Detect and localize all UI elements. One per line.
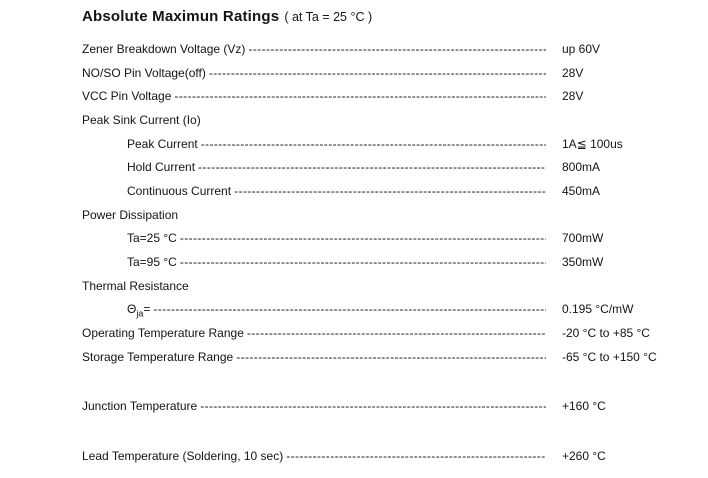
rating-label: VCC Pin Voltage <box>82 89 172 104</box>
page-title-condition: ( at Ta = 25 °C ) <box>284 10 373 24</box>
dash-leader: ----------------------------------------… <box>179 255 546 270</box>
rating-label: Power Dissipation <box>82 207 179 222</box>
rating-row: VCC Pin Voltage -------------------------… <box>82 84 662 108</box>
rating-label: Hold Current <box>127 160 196 175</box>
rating-value: 28V <box>562 89 584 104</box>
dash-leader: ----------------------------------------… <box>286 449 546 464</box>
dash-leader: ----------------------------------------… <box>153 302 546 317</box>
rating-value: 1A≦ 100us <box>562 136 623 151</box>
rating-row: Ta=95 °C --------------------------------… <box>82 250 662 274</box>
rating-value: 350mW <box>562 255 604 270</box>
page-title: Absolute Maximun Ratings <box>82 8 280 25</box>
rating-label: Thermal Resistance <box>82 278 189 293</box>
dash-leader: ----------------------------------------… <box>234 183 546 198</box>
rating-value: 800mA <box>562 160 601 175</box>
section-heading: Absolute Maximun Ratings ( at Ta = 25 °C… <box>82 8 662 34</box>
rating-label: Storage Temperature Range <box>82 349 234 364</box>
rating-label: NO/SO Pin Voltage(off) <box>82 65 206 80</box>
rating-value: -20 °C to +85 °C <box>562 326 650 341</box>
ratings-list: Zener Breakdown Voltage (Vz) ------------… <box>82 37 662 468</box>
rating-value: up 60V <box>562 41 601 56</box>
dash-leader: ----------------------------------------… <box>248 41 546 56</box>
rating-group-header-row: Peak Sink Current (Io) <box>82 108 662 132</box>
dash-leader: ----------------------------------------… <box>208 65 546 80</box>
rating-row: Continuous Current ----------------------… <box>82 179 662 203</box>
label-subscript: ja <box>136 308 144 319</box>
rating-label: Ta=25 °C <box>127 231 177 246</box>
rating-row: Junction Temperature --------------------… <box>82 395 662 419</box>
rating-label: Θja= <box>127 302 151 319</box>
rating-value: +260 °C <box>562 449 606 464</box>
rating-group-header-row: Thermal Resistance <box>82 274 662 298</box>
rating-row: Peak Current ----------------------------… <box>82 132 662 156</box>
rating-label: Lead Temperature (Soldering, 10 sec) <box>82 449 284 464</box>
dash-leader: ----------------------------------------… <box>198 160 546 175</box>
rating-row: Ta=25 °C --------------------------------… <box>82 227 662 251</box>
dash-leader: ----------------------------------------… <box>200 136 546 151</box>
rating-label: Continuous Current <box>127 183 232 198</box>
rating-value: +160 °C <box>562 399 606 414</box>
rating-label: Peak Sink Current (Io) <box>82 112 201 127</box>
rating-value: 0.195 °C/mW <box>562 302 634 317</box>
rating-row: Zener Breakdown Voltage (Vz) ------------… <box>82 37 662 61</box>
rating-row: NO/SO Pin Voltage(off) ------------------… <box>82 61 662 85</box>
dash-leader: ----------------------------------------… <box>246 326 546 341</box>
rating-label: Zener Breakdown Voltage (Vz) <box>82 41 246 56</box>
rating-value: -65 °C to +150 °C <box>562 349 657 364</box>
rating-row: Θja= ------------------------------------… <box>82 298 662 322</box>
rating-value: 450mA <box>562 183 601 198</box>
dash-leader: ----------------------------------------… <box>179 231 546 246</box>
rating-row: Lead Temperature (Soldering, 10 sec) ----… <box>82 444 662 468</box>
rating-value: 28V <box>562 65 584 80</box>
rating-label: Junction Temperature <box>82 399 198 414</box>
rating-row: Storage Temperature Range ---------------… <box>82 345 662 369</box>
rating-value: 700mW <box>562 231 604 246</box>
dash-leader: ----------------------------------------… <box>174 89 546 104</box>
rating-label: Ta=95 °C <box>127 255 177 270</box>
rating-label: Peak Current <box>127 136 198 151</box>
rating-row: Operating Temperature Range -------------… <box>82 321 662 345</box>
rating-row: Hold Current ----------------------------… <box>82 155 662 179</box>
rating-label: Operating Temperature Range <box>82 326 244 341</box>
rating-group-header-row: Power Dissipation <box>82 203 662 227</box>
dash-leader: ----------------------------------------… <box>236 349 546 364</box>
dash-leader: ----------------------------------------… <box>200 399 546 414</box>
